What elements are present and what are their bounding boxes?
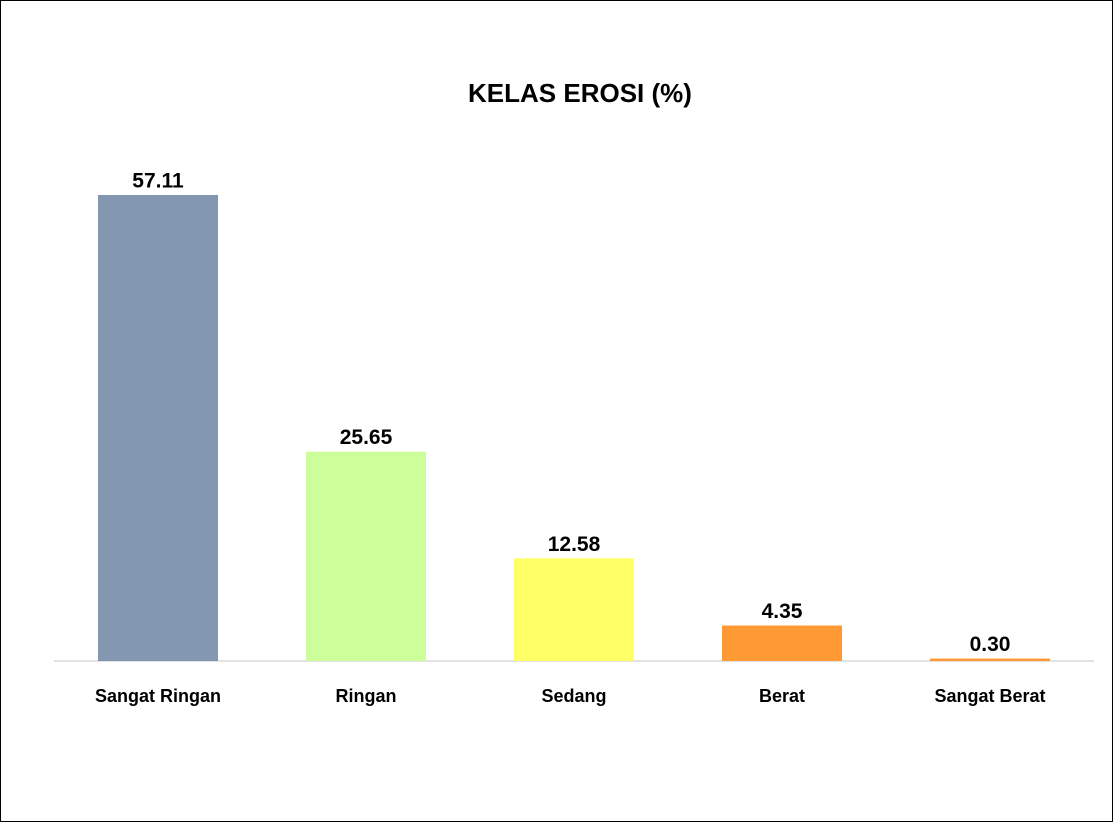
bar <box>722 625 842 661</box>
x-tick-label: Sedang <box>541 686 606 706</box>
bar <box>306 451 426 661</box>
x-tick-label: Berat <box>759 686 805 706</box>
value-label: 12.58 <box>548 533 601 556</box>
bar <box>930 658 1050 661</box>
value-label: 25.65 <box>340 426 393 449</box>
value-label: 57.11 <box>132 170 184 193</box>
value-label: 4.35 <box>762 600 803 623</box>
chart-title: KELAS EROSI (%) <box>468 78 692 108</box>
x-tick-label: Sangat Berat <box>934 686 1045 706</box>
value-label: 0.30 <box>970 633 1011 656</box>
bar <box>514 558 634 661</box>
bar <box>98 194 218 661</box>
x-tick-label: Ringan <box>336 686 397 706</box>
x-tick-label: Sangat Ringan <box>95 686 221 706</box>
